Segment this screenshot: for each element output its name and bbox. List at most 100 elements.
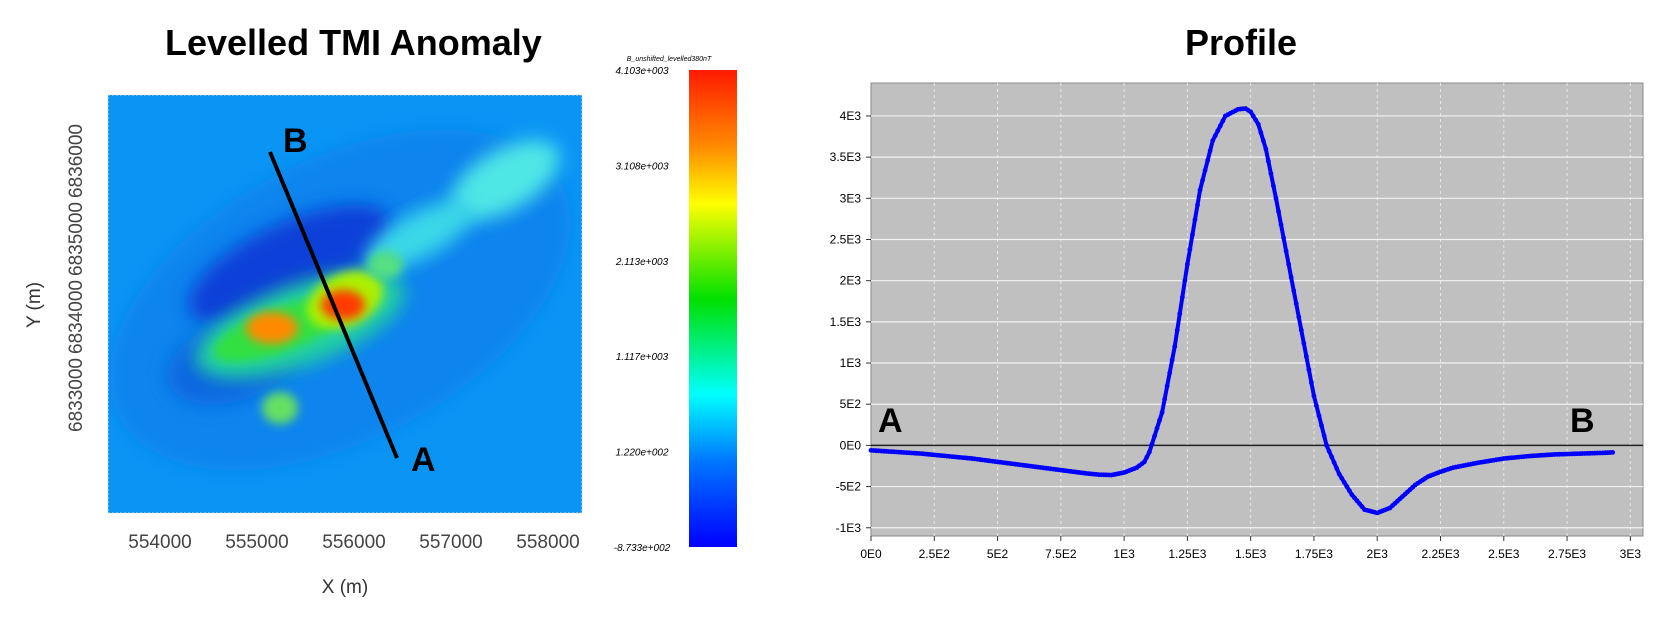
profile-label-a: A [878, 402, 903, 440]
data-point [1255, 121, 1261, 127]
data-point [1182, 278, 1188, 284]
data-point [1278, 222, 1284, 228]
data-point [1250, 113, 1256, 119]
data-point [1248, 109, 1254, 115]
colorbar-label: 1.220e+002 [615, 448, 669, 459]
colorbar-label: 2.113e+003 [615, 257, 669, 268]
data-point [1311, 393, 1317, 399]
profile-title: Profile [1185, 22, 1298, 63]
profile-line-ab [268, 151, 399, 459]
x-tick-label: 0E0 [860, 547, 882, 561]
data-point [1149, 441, 1155, 447]
colorbar [689, 70, 737, 547]
data-point [1207, 148, 1213, 153]
data-point [1321, 433, 1327, 438]
data-point [1212, 133, 1218, 139]
data-point [1293, 301, 1299, 307]
x-tick-label: 2.5E2 [919, 547, 951, 561]
y-tick-label: 2.5E3 [830, 232, 862, 246]
y-tick-label: 1.5E3 [830, 315, 862, 329]
data-point [1301, 340, 1307, 346]
anomaly-raster [108, 95, 582, 513]
data-point [1159, 410, 1165, 415]
data-point [1331, 460, 1337, 466]
profile-label-b: B [283, 122, 308, 160]
data-point [1154, 425, 1160, 431]
x-tick-label: 5E2 [987, 547, 1009, 561]
data-point [1195, 202, 1200, 208]
data-point [1309, 380, 1314, 386]
data-point [1341, 480, 1347, 485]
data-point [1346, 488, 1352, 494]
data-point [1273, 195, 1279, 201]
map-y-tick-label: 6836000 [66, 124, 87, 198]
x-tick-label: 2.75E3 [1548, 547, 1586, 561]
plot-area [870, 82, 1644, 537]
map-y-tick-label: 6834000 [66, 280, 87, 354]
data-point [1253, 117, 1259, 123]
data-point [1288, 274, 1294, 280]
profile-chart: 0E0 2.5E2 5E2 7.5E2 1E3 1.25E3 1.5E3 1.75E3 2E3 2… [830, 82, 1644, 561]
data-point [1202, 167, 1208, 173]
data-point [1336, 471, 1342, 477]
data-point [1334, 466, 1340, 471]
data-point [1172, 344, 1178, 349]
profile-series-points [868, 106, 1616, 516]
anomaly-map: B A 554000 555000 556000 557000 558000 68330… [24, 56, 737, 598]
data-point [1306, 367, 1312, 373]
data-point [1144, 454, 1150, 460]
map-title: Levelled TMI Anomaly [165, 22, 542, 63]
y-tick-label: 3.5E3 [830, 150, 862, 164]
data-point [1157, 417, 1162, 423]
data-point [1179, 294, 1185, 300]
data-point [1167, 370, 1173, 376]
x-tick-label: 2.5E3 [1488, 547, 1520, 561]
map-x-tick-labels: 554000 555000 556000 557000 558000 [128, 532, 579, 553]
y-tick-label: -1E3 [836, 521, 862, 535]
y-tick-label: 4E3 [840, 109, 862, 123]
data-point [1152, 433, 1157, 439]
data-point [1324, 443, 1330, 448]
data-point [1192, 217, 1198, 223]
x-tick-label: 2E3 [1367, 547, 1389, 561]
profile-label-b: B [1570, 402, 1595, 440]
x-tick-label: 3E3 [1620, 547, 1642, 561]
data-point [1265, 158, 1271, 164]
data-point [1164, 383, 1170, 389]
data-point [1329, 454, 1335, 460]
map-y-tick-label: 6835000 [66, 202, 87, 276]
data-point [1271, 183, 1276, 189]
data-point [1184, 261, 1190, 267]
data-point [1205, 158, 1211, 163]
map-x-tick-label: 554000 [128, 532, 191, 553]
x-tick-labels: 0E0 2.5E2 5E2 7.5E2 1E3 1.25E3 1.5E3 1.75E3 2E3 2… [860, 536, 1641, 561]
data-point [1276, 209, 1281, 214]
data-point [1339, 475, 1345, 481]
data-point [1286, 261, 1292, 267]
data-point [1147, 449, 1152, 455]
y-tick-label: 1E3 [840, 356, 862, 370]
data-point [1268, 171, 1274, 177]
map-x-axis-label: X (m) [322, 577, 368, 598]
profile-chart-panel: Profile 0E0 2.5E2 5E2 7.5E2 1E3 1.25E3 1.5E3 1.… [800, 0, 1670, 638]
data-point [1283, 248, 1289, 254]
map-y-tick-labels: 6833000 6834000 6835000 6836000 [66, 124, 87, 432]
data-point [1260, 138, 1266, 144]
y-tick-labels: 4E3 3.5E3 3E3 2.5E3 2E3 1.5E3 1E3 5E2 0E0 -5E2 -1E… [830, 109, 871, 535]
data-point [1326, 448, 1332, 454]
data-point [1141, 459, 1147, 465]
y-tick-label: 5E2 [840, 397, 862, 411]
data-point [1197, 187, 1203, 193]
colorbar-labels: 4.103e+003 3.108e+003 2.113e+003 1.117e+003… [614, 66, 671, 554]
data-point [1303, 354, 1309, 359]
data-point [1610, 450, 1616, 455]
map-x-tick-label: 555000 [225, 532, 288, 553]
data-point [1187, 246, 1193, 252]
map-y-tick-label: 6833000 [66, 358, 87, 432]
colorbar-title: B_unshifted_levelled380nT [627, 56, 712, 63]
data-point [1281, 235, 1286, 241]
data-point [1220, 118, 1226, 124]
data-point [1296, 314, 1302, 320]
data-point [1263, 146, 1269, 152]
horizontal-gridlines [871, 115, 1643, 529]
